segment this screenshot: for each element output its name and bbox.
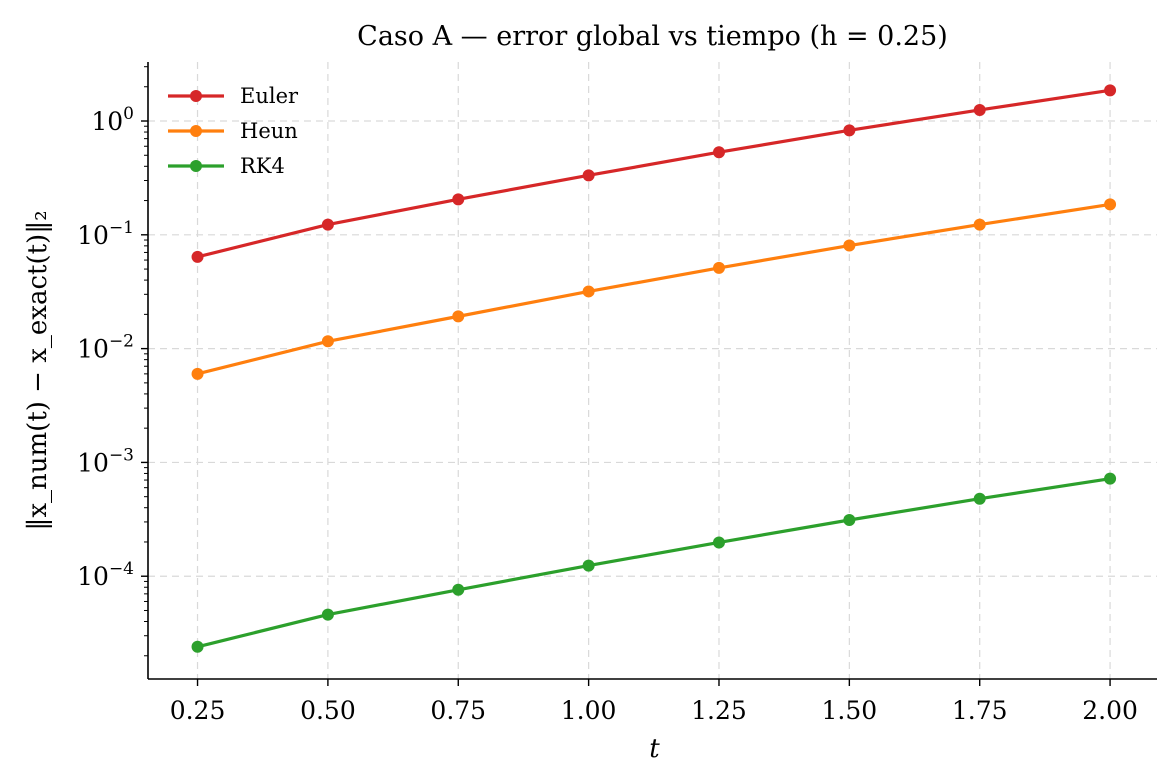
data-point-heun xyxy=(712,261,725,274)
x-tick-label: 0.25 xyxy=(170,696,226,725)
y-tick-exponent: −3 xyxy=(109,445,134,465)
y-tick-base: 10 xyxy=(77,448,109,477)
y-tick-base: 10 xyxy=(91,107,123,136)
x-tick-label: 1.25 xyxy=(691,696,747,725)
data-point-euler xyxy=(452,193,465,206)
legend-marker xyxy=(190,90,202,102)
legend: Euler Heun RK4 xyxy=(168,84,299,178)
y-tick-label: 10−3 xyxy=(77,445,134,477)
legend-marker xyxy=(190,160,202,172)
x-tick-label: 0.50 xyxy=(300,696,356,725)
data-point-euler xyxy=(973,103,986,116)
data-point-rk4 xyxy=(191,640,204,653)
data-point-rk4 xyxy=(843,513,856,526)
series-line-euler xyxy=(195,88,1112,259)
data-point-rk4 xyxy=(582,559,595,572)
data-point-heun xyxy=(973,218,986,231)
y-tick-base: 10 xyxy=(77,335,109,364)
y-tick-exponent: 0 xyxy=(123,104,134,124)
legend-label: Heun xyxy=(240,119,298,143)
series-rk4 xyxy=(191,472,1117,653)
y-tick-exponent: −1 xyxy=(109,218,134,238)
x-tick-label: 1.50 xyxy=(822,696,878,725)
data-point-euler xyxy=(843,124,856,137)
data-point-heun xyxy=(321,335,334,348)
legend-label: RK4 xyxy=(240,154,285,178)
chart-title: Caso A — error global vs tiempo (h = 0.2… xyxy=(357,21,948,52)
data-point-heun xyxy=(452,310,465,323)
grid-layer xyxy=(148,62,1157,679)
legend-item-rk4: RK4 xyxy=(168,154,285,178)
legend-marker xyxy=(190,125,202,137)
data-point-euler xyxy=(321,218,334,231)
x-axis-title: t xyxy=(649,734,660,764)
axes-layer xyxy=(141,62,1157,686)
series-line-rk4 xyxy=(195,477,1112,649)
legend-item-euler: Euler xyxy=(168,84,299,108)
data-point-euler xyxy=(582,169,595,182)
x-tick-label: 2.00 xyxy=(1082,696,1138,725)
legend-label: Euler xyxy=(240,84,299,108)
data-point-euler xyxy=(712,146,725,159)
data-point-heun xyxy=(582,285,595,298)
data-point-rk4 xyxy=(712,536,725,549)
series-line-heun xyxy=(195,202,1112,376)
y-tick-label: 100 xyxy=(91,104,134,136)
labels-layer: 0.25 0.50 0.75 1.00 1.25 1.50 1.75 2.0010010−11… xyxy=(23,21,1138,764)
x-tick-label: 0.75 xyxy=(430,696,486,725)
data-point-euler xyxy=(191,250,204,263)
legend-item-heun: Heun xyxy=(168,119,298,143)
y-axis-title: ‖x_num(t) − x_exact(t)‖₂ xyxy=(23,210,53,530)
y-tick-label: 10−2 xyxy=(77,332,134,364)
data-point-heun xyxy=(843,239,856,252)
y-tick-base: 10 xyxy=(77,221,109,250)
data-point-rk4 xyxy=(973,492,986,505)
data-point-heun xyxy=(1104,198,1117,211)
series-layer xyxy=(191,84,1117,653)
x-tick-label: 1.00 xyxy=(561,696,617,725)
x-tick-label: 1.75 xyxy=(952,696,1008,725)
data-point-rk4 xyxy=(452,583,465,596)
y-tick-base: 10 xyxy=(77,562,109,591)
y-tick-label: 10−1 xyxy=(77,218,134,250)
series-euler xyxy=(191,84,1117,263)
y-tick-exponent: −2 xyxy=(109,332,134,352)
y-tick-exponent: −4 xyxy=(109,559,134,579)
data-point-heun xyxy=(191,367,204,380)
y-tick-label: 10−4 xyxy=(77,559,134,591)
data-point-euler xyxy=(1104,84,1117,97)
data-point-rk4 xyxy=(321,608,334,621)
data-point-rk4 xyxy=(1104,472,1117,485)
series-heun xyxy=(191,198,1117,380)
